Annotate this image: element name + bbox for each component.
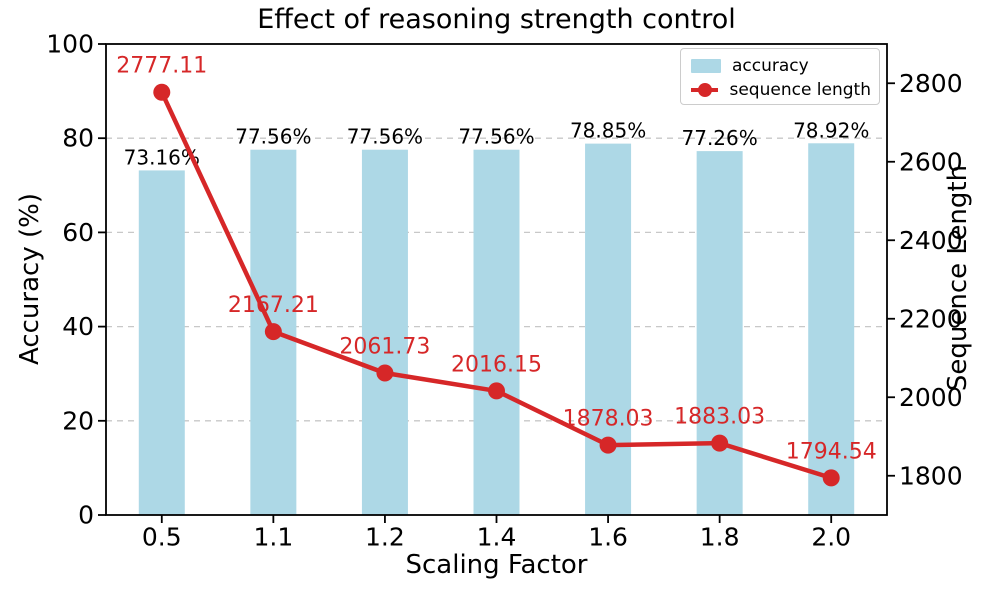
sequence-length-point-marker	[153, 83, 171, 101]
left-axis-tick-label: 20	[62, 406, 94, 435]
accuracy-bar	[361, 149, 408, 516]
x-axis-tick-label: 1.8	[700, 523, 740, 552]
legend-label-accuracy: accuracy	[732, 56, 809, 76]
x-axis-tick-label: 1.4	[477, 523, 517, 552]
sequence-length-point-label: 1794.54	[786, 439, 877, 464]
accuracy-bar	[808, 143, 855, 515]
x-axis-tick-label: 1.1	[253, 523, 293, 552]
left-axis-tick-label: 80	[62, 124, 94, 153]
left-axis-tick-label: 40	[62, 312, 94, 341]
right-axis-tick-label: 2800	[899, 69, 963, 98]
right-axis-tick-label: 2000	[899, 383, 963, 412]
x-axis-title: Scaling Factor	[405, 550, 588, 580]
accuracy-bar	[138, 170, 185, 516]
right-y-axis-title: Sequence Length	[943, 164, 973, 392]
accuracy-bar-value-label: 77.56%	[235, 125, 311, 149]
accuracy-bar-value-label: 78.92%	[793, 118, 869, 142]
sequence-length-line-swatch	[691, 83, 719, 97]
accuracy-bar	[696, 151, 743, 515]
legend-label-sequence-length: sequence length	[729, 80, 871, 100]
x-axis-tick-label: 1.2	[365, 523, 405, 552]
accuracy-bar-value-label: 78.85%	[570, 119, 646, 143]
right-axis-tick-label: 1800	[899, 461, 963, 490]
sequence-length-point-marker	[376, 364, 394, 382]
accuracy-bar-value-label: 77.56%	[458, 125, 534, 149]
sequence-length-point-marker	[264, 323, 282, 341]
sequence-length-marker-icon	[697, 83, 712, 97]
sequence-length-point-label: 1883.03	[674, 405, 765, 430]
right-axis-tick-label: 2400	[899, 226, 963, 255]
sequence-length-point-marker	[711, 434, 729, 452]
sequence-length-point-marker	[599, 436, 617, 454]
sequence-length-point-label: 2061.73	[339, 335, 430, 360]
sequence-length-point-label: 1878.03	[563, 407, 654, 432]
sequence-length-point-label: 2016.15	[451, 352, 542, 377]
x-axis-tick-label: 1.6	[588, 523, 628, 552]
accuracy-bar-value-label: 77.56%	[347, 125, 423, 149]
legend-item-sequence-length: sequence length	[691, 78, 871, 102]
accuracy-bar	[473, 149, 520, 516]
right-axis-tick-label: 2200	[899, 304, 963, 333]
left-axis-tick-label: 0	[78, 501, 94, 530]
legend-item-accuracy: accuracy	[691, 54, 871, 78]
chart-title: Effect of reasoning strength control	[257, 4, 736, 35]
sequence-length-point-label: 2167.21	[228, 293, 319, 318]
x-axis-tick-label: 0.5	[142, 523, 182, 552]
sequence-length-point-label: 2777.11	[116, 54, 207, 79]
legend: accuracy sequence length	[680, 48, 880, 105]
sequence-length-point-marker	[822, 469, 840, 487]
right-axis-tick-label: 2600	[899, 147, 963, 176]
x-axis-tick-label: 2.0	[811, 523, 851, 552]
left-axis-tick-label: 60	[62, 218, 94, 247]
left-y-axis-title: Accuracy (%)	[15, 193, 45, 365]
accuracy-bar	[585, 143, 632, 515]
sequence-length-point-marker	[488, 382, 505, 400]
left-axis-tick-label: 100	[46, 30, 94, 59]
accuracy-color-swatch	[691, 59, 721, 73]
accuracy-bar-value-label: 77.26%	[682, 126, 758, 150]
